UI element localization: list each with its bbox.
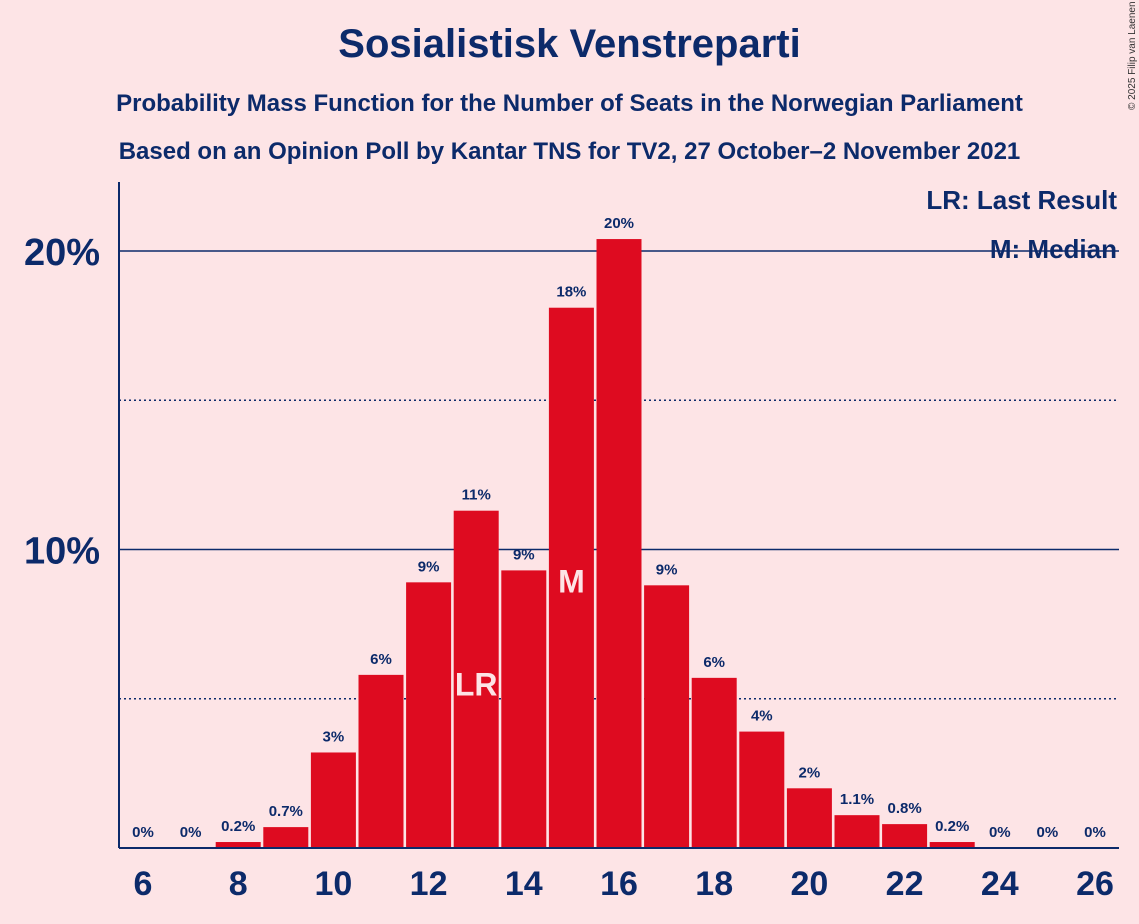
bar bbox=[739, 731, 785, 848]
bar bbox=[644, 585, 690, 848]
bar-value-label: 4% bbox=[751, 708, 773, 725]
bar-value-label: 0.2% bbox=[935, 818, 969, 835]
chart-subtitle-method: Probability Mass Function for the Number… bbox=[116, 90, 1023, 117]
bar bbox=[548, 307, 594, 849]
bar-value-label: 6% bbox=[370, 651, 392, 668]
bar bbox=[501, 570, 547, 848]
x-tick-label: 20 bbox=[790, 865, 828, 903]
x-tick-label: 24 bbox=[981, 865, 1019, 903]
bar bbox=[453, 510, 499, 848]
bar bbox=[834, 815, 880, 848]
bar-value-label: 0.8% bbox=[887, 800, 921, 817]
bar-value-label: 2% bbox=[799, 764, 821, 781]
bar-value-label: 0.2% bbox=[221, 818, 255, 835]
x-tick-label: 26 bbox=[1076, 865, 1114, 903]
x-tick-label: 12 bbox=[410, 865, 448, 903]
x-tick-label: 14 bbox=[505, 865, 543, 903]
bar-value-label: 0% bbox=[132, 824, 154, 841]
x-tick-label: 8 bbox=[229, 865, 248, 903]
bar-value-label: 0% bbox=[180, 824, 202, 841]
bar bbox=[310, 752, 356, 848]
x-tick-label: 16 bbox=[600, 865, 638, 903]
bar-value-label: 18% bbox=[556, 284, 586, 301]
chart-subtitle-poll: Based on an Opinion Poll by Kantar TNS f… bbox=[118, 138, 1021, 165]
x-tick-label: 10 bbox=[314, 865, 352, 903]
y-tick-label: 10% bbox=[24, 531, 100, 573]
bar-value-label: 20% bbox=[604, 215, 634, 232]
bar bbox=[358, 674, 404, 848]
bar-value-label: 0% bbox=[1084, 824, 1106, 841]
bar-value-label: 9% bbox=[418, 558, 440, 575]
bar bbox=[406, 582, 452, 848]
bar-value-label: 0% bbox=[989, 824, 1011, 841]
bar bbox=[596, 239, 642, 848]
bar-value-label: 9% bbox=[513, 546, 535, 563]
bar bbox=[882, 824, 928, 848]
bar-value-label: 1.1% bbox=[840, 791, 874, 808]
bar bbox=[215, 842, 261, 848]
x-tick-label: 6 bbox=[134, 865, 153, 903]
y-tick-label: 20% bbox=[24, 232, 100, 274]
x-tick-label: 22 bbox=[886, 865, 924, 903]
bar-value-label: 3% bbox=[323, 728, 345, 745]
bar-value-label: 9% bbox=[656, 561, 678, 578]
chart-title: Sosialistisk Venstreparti bbox=[338, 22, 801, 66]
bar bbox=[929, 842, 975, 848]
bar bbox=[263, 827, 309, 848]
legend-last-result: LR: Last Result bbox=[926, 185, 1117, 215]
bar bbox=[786, 788, 832, 848]
bar bbox=[691, 677, 737, 848]
median-marker: M bbox=[558, 564, 585, 600]
x-tick-label: 18 bbox=[695, 865, 733, 903]
bar-value-label: 6% bbox=[703, 654, 725, 671]
bar-value-label: 0% bbox=[1037, 824, 1059, 841]
legend-median: M: Median bbox=[990, 234, 1117, 264]
bar-value-label: 11% bbox=[462, 487, 491, 504]
last-result-marker: LR bbox=[455, 667, 498, 703]
bar-value-label: 0.7% bbox=[269, 803, 303, 820]
